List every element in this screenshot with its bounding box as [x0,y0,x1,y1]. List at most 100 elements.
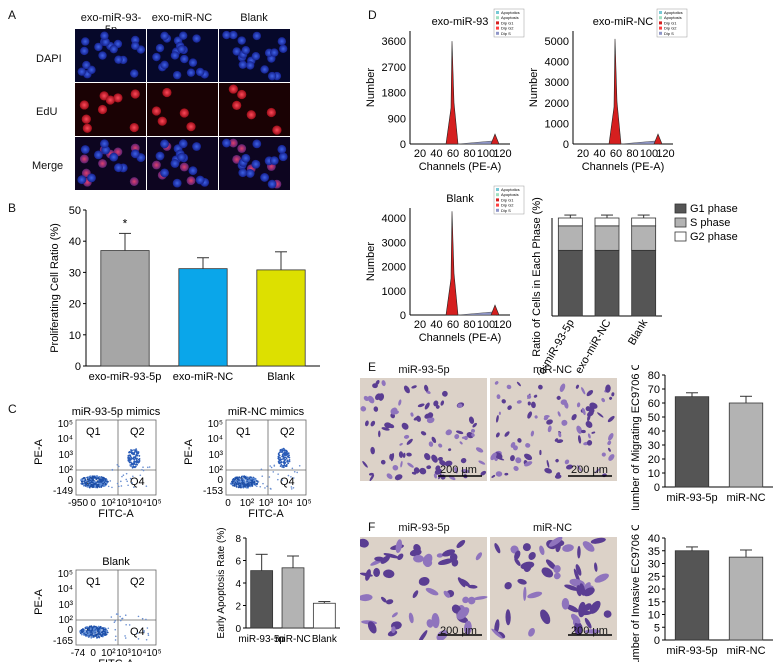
y-tick-label: 2700 [382,62,406,74]
event-dot [98,479,101,481]
stained-cell [448,448,452,452]
event-dot [285,463,288,466]
event-dot [109,480,112,482]
event-dot [84,479,87,482]
event-dot [298,464,301,467]
event-dot [104,632,107,635]
event-dot [243,485,246,488]
event-dot [135,451,138,454]
flow-y-tick: -165 [53,636,73,647]
stained-cell [527,411,533,419]
stained-cell [464,620,472,635]
event-dot [88,635,91,637]
stained-cell [556,395,561,400]
stained-cell [459,578,470,587]
mini-legend-swatch [496,11,499,14]
stained-cell [373,406,379,412]
bar [674,396,710,488]
event-dot [235,485,238,488]
mini-legend-text: Dip S [664,31,674,36]
event-dot [280,463,283,466]
g1-peak [608,38,622,145]
stained-cell [392,464,399,471]
event-dot [99,478,102,480]
mini-legend-swatch [496,208,499,212]
event-dot [262,482,264,485]
stained-cell [459,441,463,445]
x-tick-label: 40 [430,148,442,160]
event-dot [146,627,149,629]
event-dot [247,477,249,479]
stained-cell [406,438,413,445]
event-dot [114,628,117,631]
y-tick-label: 30 [648,440,660,452]
event-dot [135,460,137,463]
event-dot [268,476,271,478]
mini-legend-text: Apoptotics [501,187,520,192]
event-dot [133,451,136,454]
mini-legend-text: Dip G2 [501,203,514,208]
stained-cell [583,603,592,612]
mini-legend-text: Dip G1 [664,20,677,25]
event-dot [280,461,283,464]
x-tick-label: 20 [577,148,589,160]
stained-cell [428,441,434,447]
event-dot [87,481,89,484]
stained-cell [561,597,570,610]
x-tick-label: Blank [312,634,338,645]
panel-label-c: C [8,402,17,416]
stained-cell [424,453,431,461]
nucleus [179,31,188,40]
edu-positive-nucleus [228,84,238,94]
nucleus [109,44,118,54]
chart-b: 0 10 20 30 40 50 exo-miR-93-5p * exo-miR-NC Blank… [49,205,320,383]
flow-y-tick: 0 [217,475,223,486]
y-tick-label: 2000 [382,262,406,274]
stained-cell [581,429,586,434]
quadrant-label: Q2 [130,426,145,438]
image-title: miR-NC [532,522,573,534]
event-dot [238,477,241,480]
event-dot [254,484,257,487]
stained-cell [560,399,568,405]
event-dot [279,449,282,452]
edu-positive-nucleus [246,110,256,120]
y-tick-label: 20 [648,454,660,466]
nucleus [101,37,110,47]
event-dot [97,628,100,631]
x-tick-label: miR-NC [726,645,765,657]
y-tick-label: 0 [75,361,81,373]
stained-cell [369,474,375,481]
flow-y-tick: 10² [59,465,74,476]
stained-cell [496,456,505,461]
event-dot [277,478,279,481]
y-tick-label: 4 [235,579,241,590]
event-dot [127,484,129,487]
stained-cell [584,617,592,629]
event-dot [281,479,284,481]
stained-cell [370,446,375,455]
stained-cell [402,452,406,458]
nucleus [186,68,196,77]
stained-cell [581,407,586,416]
stained-cell [534,415,538,419]
event-dot [92,632,95,635]
event-dot [97,635,100,638]
event-dot [279,456,281,459]
mini-legend-swatch [496,193,499,197]
flow-x-tick: 10⁴ [131,498,146,509]
stained-cell [523,453,533,461]
stained-cell [505,609,511,626]
nucleus [229,30,238,40]
x-tick-label: exo-miR-93-5p [89,371,162,383]
nucleus [188,58,198,67]
merged-nucleus [80,145,90,154]
event-dot [80,633,83,636]
nucleus [245,61,255,70]
nucleus [131,41,140,51]
merged-nucleus [98,159,107,168]
nucleus [160,60,169,70]
y-axis-label: Ratio of Cells in Each Phase (%) [531,197,543,357]
stained-cell [507,405,512,410]
